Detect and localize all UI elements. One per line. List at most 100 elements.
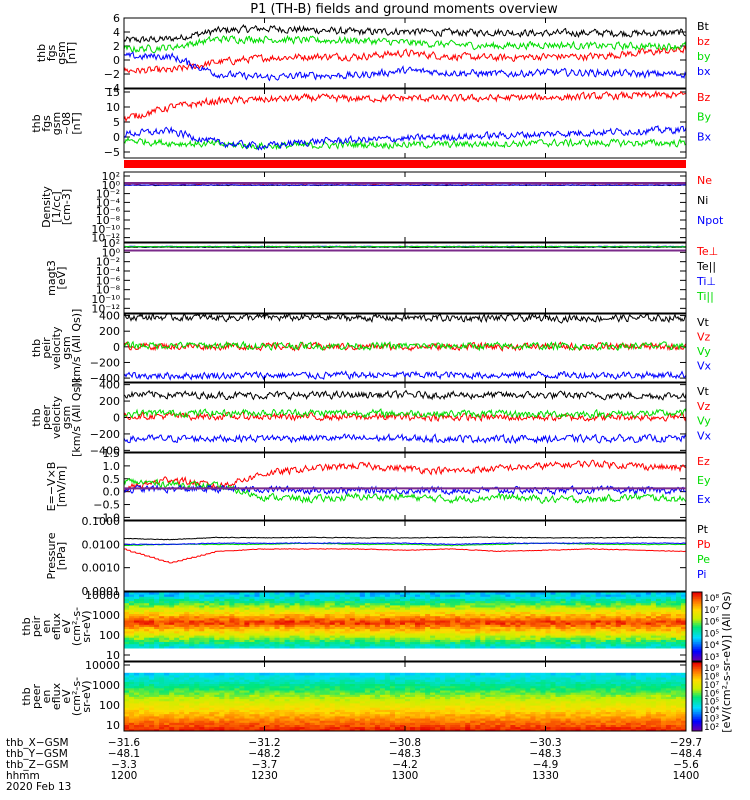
spectrogram-cell [410,696,416,700]
spectrogram-cell [169,681,175,684]
spectrogram-cell [319,630,326,634]
legend-entry: Ti⊥ [696,275,716,288]
spectrogram-cell [605,611,612,614]
spectrogram-cell [585,602,591,606]
spectrogram-cell [199,630,205,634]
spectrogram-cell [480,628,486,632]
spectrogram-cell [535,635,541,638]
spectrogram-cell [149,703,155,706]
spectrogram-cell [681,600,687,604]
spectrogram-cell [354,726,361,730]
spectrogram-cell [284,687,290,691]
spectrogram-cell [510,637,516,640]
spectrogram-cell [279,705,285,708]
spectrogram-cell [550,611,556,614]
spectrogram-cell [209,707,215,710]
spectrogram-cell [304,643,310,647]
spectrogram-cell [229,679,235,682]
spectrogram-cell [184,613,190,617]
spectrogram-cell [430,643,436,647]
spectrogram-cell [199,696,205,700]
spectrogram-cell [244,620,250,623]
spectrogram-cell [249,685,255,689]
spectrogram-cell [610,633,617,636]
spectrogram-cell [645,604,652,608]
spectrogram-cell [535,611,541,614]
spectrogram-cell [194,715,200,719]
spectrogram-cell [294,724,300,728]
spectrogram-cell [400,683,406,687]
spectrogram-cell [470,643,476,647]
spectrogram-cell [676,620,682,623]
spectrogram-cell [309,624,316,627]
spectrogram-cell [269,607,275,610]
spectrogram-cell [159,615,165,619]
spectrogram-cell [339,604,346,608]
spectrogram-cell [655,594,662,597]
spectrogram-cell [219,720,225,723]
spectrogram-cell [124,637,130,640]
spectrogram-cell [154,677,160,680]
spectrogram-cell [635,600,642,604]
spectrogram-cell [640,600,647,604]
spectrogram-cell [405,713,411,717]
spectrogram-cell [389,633,396,636]
spectrogram-cell [169,683,175,687]
spectrogram-cell [184,692,190,695]
colorbar-segment [692,614,702,617]
spectrogram-cell [540,626,546,630]
spectrogram-cell [560,592,566,595]
spectrogram-cell [179,696,185,700]
spectrogram-cell [475,596,481,599]
spectrogram-cell [294,718,300,721]
spectrogram-cell [239,692,245,695]
spectrogram-cell [124,596,130,599]
spectrogram-cell [314,707,321,710]
spectrogram-cell [354,643,361,647]
spectrogram-cell [595,637,602,640]
spectrogram-cell [229,628,235,632]
spectrogram-cell [344,613,351,617]
spectrogram-cell [189,622,195,625]
spectrogram-cell [174,696,180,700]
spectrogram-cell [224,609,230,612]
spectrogram-cell [389,709,396,712]
spectrogram-cell [655,624,662,627]
spectrogram-cell [234,604,240,608]
spectrogram-cell [224,611,230,614]
spectrogram-cell [164,705,170,708]
spectrogram-cell [204,700,210,704]
spectrogram-cell [374,700,381,704]
spectrogram-cell [560,643,566,647]
spectrogram-cell [420,596,426,599]
spectrogram-cell [179,700,185,704]
spectrogram-cell [329,690,336,693]
spectrogram-cell [395,598,401,602]
spectrogram-cell [259,724,265,728]
spectrogram-cell [239,645,245,649]
spectrogram-cell [194,683,200,687]
spectrogram-cell [344,696,351,700]
spectrogram-cell [475,600,481,604]
spectrogram-cell [284,685,290,689]
spectrogram-cell [289,726,295,730]
spectrogram-cell [379,596,386,599]
spectrogram-cell [144,592,150,595]
spectrogram-cell [174,602,180,606]
spectrogram-cell [184,728,190,732]
spectrogram-cell [420,641,426,645]
spectrogram-cell [274,685,280,689]
spectrogram-cell [585,628,591,632]
spectrogram-cell [274,609,280,612]
spectrogram-cell [269,615,275,619]
spectrogram-cell [224,726,230,730]
y-axis-label-line: [mV/m] [55,466,68,507]
spectrogram-cell [334,615,341,619]
spectrogram-cell [274,722,280,725]
spectrogram-cell [194,690,200,693]
spectrogram-cell [214,677,220,680]
spectrogram-cell [605,617,612,621]
spectrogram-cell [134,635,140,638]
spectrogram-cell [420,617,426,621]
spectrogram-cell [575,611,581,614]
